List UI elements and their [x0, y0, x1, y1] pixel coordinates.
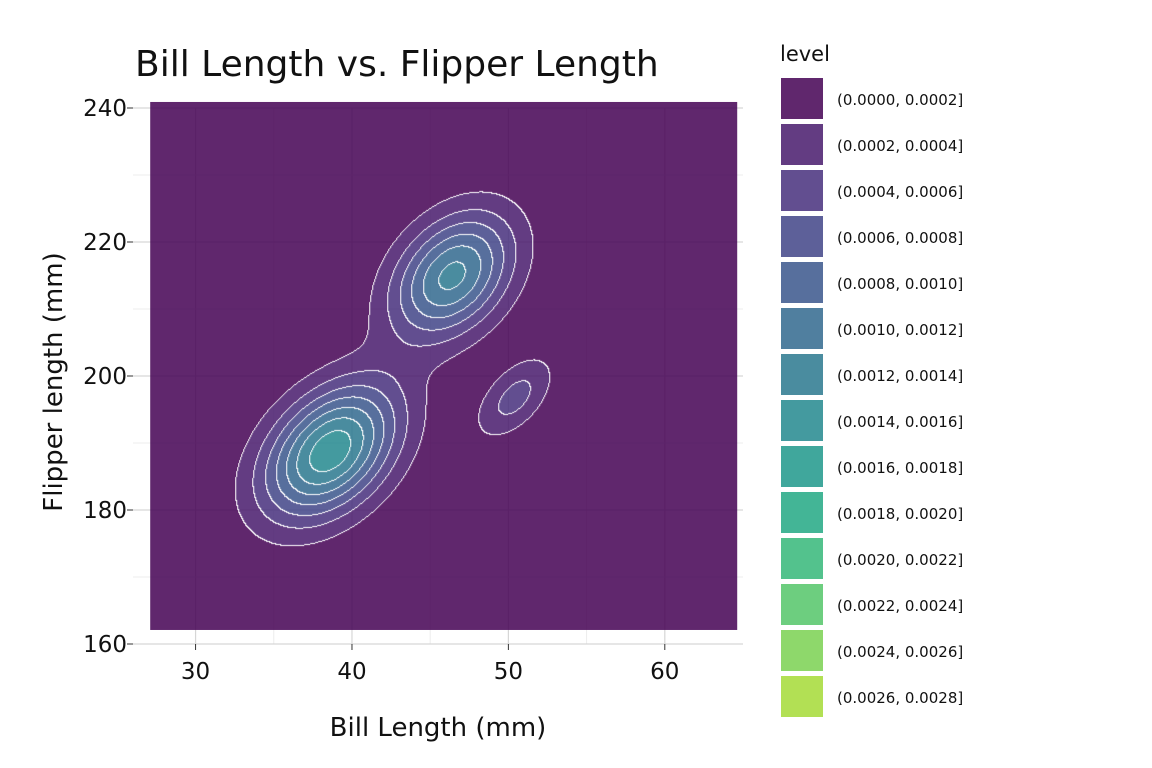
- y-axis-title: Flipper length (mm): [39, 252, 69, 511]
- density-raster: [150, 101, 738, 630]
- legend-label-0: (0.0000, 0.0002]: [837, 91, 963, 109]
- x-tick-label-1: 40: [337, 659, 366, 685]
- legend: level (0.0000, 0.0002] (0.0002, 0.0004] (0…: [780, 42, 963, 717]
- legend-label-7: (0.0014, 0.0016]: [837, 413, 963, 431]
- chart-title: Bill Length vs. Flipper Length: [135, 44, 659, 85]
- legend-swatch-4: [781, 262, 823, 303]
- legend-swatch-13: [781, 676, 823, 717]
- legend-label-4: (0.0008, 0.0010]: [837, 275, 963, 293]
- legend-swatch-2: [781, 170, 823, 211]
- legend-label-5: (0.0010, 0.0012]: [837, 321, 963, 339]
- x-tick-label-3: 60: [650, 659, 679, 685]
- legend-swatch-3: [781, 216, 823, 257]
- legend-swatch-8: [781, 446, 823, 487]
- y-tick-label-0: 160: [83, 632, 127, 658]
- x-tick-label-0: 30: [181, 659, 210, 685]
- legend-swatch-6: [781, 354, 823, 395]
- legend-swatch-10: [781, 538, 823, 579]
- legend-label-12: (0.0024, 0.0026]: [837, 643, 963, 661]
- axes: 30 40 50 60 160 180 200 220 240: [83, 96, 679, 685]
- legend-label-1: (0.0002, 0.0004]: [837, 137, 963, 155]
- legend-label-13: (0.0026, 0.0028]: [837, 689, 963, 707]
- legend-title: level: [780, 42, 830, 66]
- legend-label-9: (0.0018, 0.0020]: [837, 505, 963, 523]
- density-contour-plot: [150, 101, 738, 630]
- legend-label-8: (0.0016, 0.0018]: [837, 459, 963, 477]
- legend-swatch-12: [781, 630, 823, 671]
- legend-label-6: (0.0012, 0.0014]: [837, 367, 963, 385]
- legend-swatch-5: [781, 308, 823, 349]
- legend-label-10: (0.0020, 0.0022]: [837, 551, 963, 569]
- legend-swatch-7: [781, 400, 823, 441]
- y-tick-label-1: 180: [83, 498, 127, 524]
- legend-label-2: (0.0004, 0.0006]: [837, 183, 963, 201]
- legend-swatch-1: [781, 124, 823, 165]
- legend-swatch-9: [781, 492, 823, 533]
- legend-label-11: (0.0022, 0.0024]: [837, 597, 963, 615]
- y-tick-label-3: 220: [83, 230, 127, 256]
- x-axis-title: Bill Length (mm): [330, 713, 547, 743]
- legend-swatch-11: [781, 584, 823, 625]
- x-tick-label-2: 50: [494, 659, 523, 685]
- legend-swatch-0: [781, 78, 823, 119]
- y-tick-label-2: 200: [83, 364, 127, 390]
- legend-label-3: (0.0006, 0.0008]: [837, 229, 963, 247]
- y-tick-label-4: 240: [83, 96, 127, 122]
